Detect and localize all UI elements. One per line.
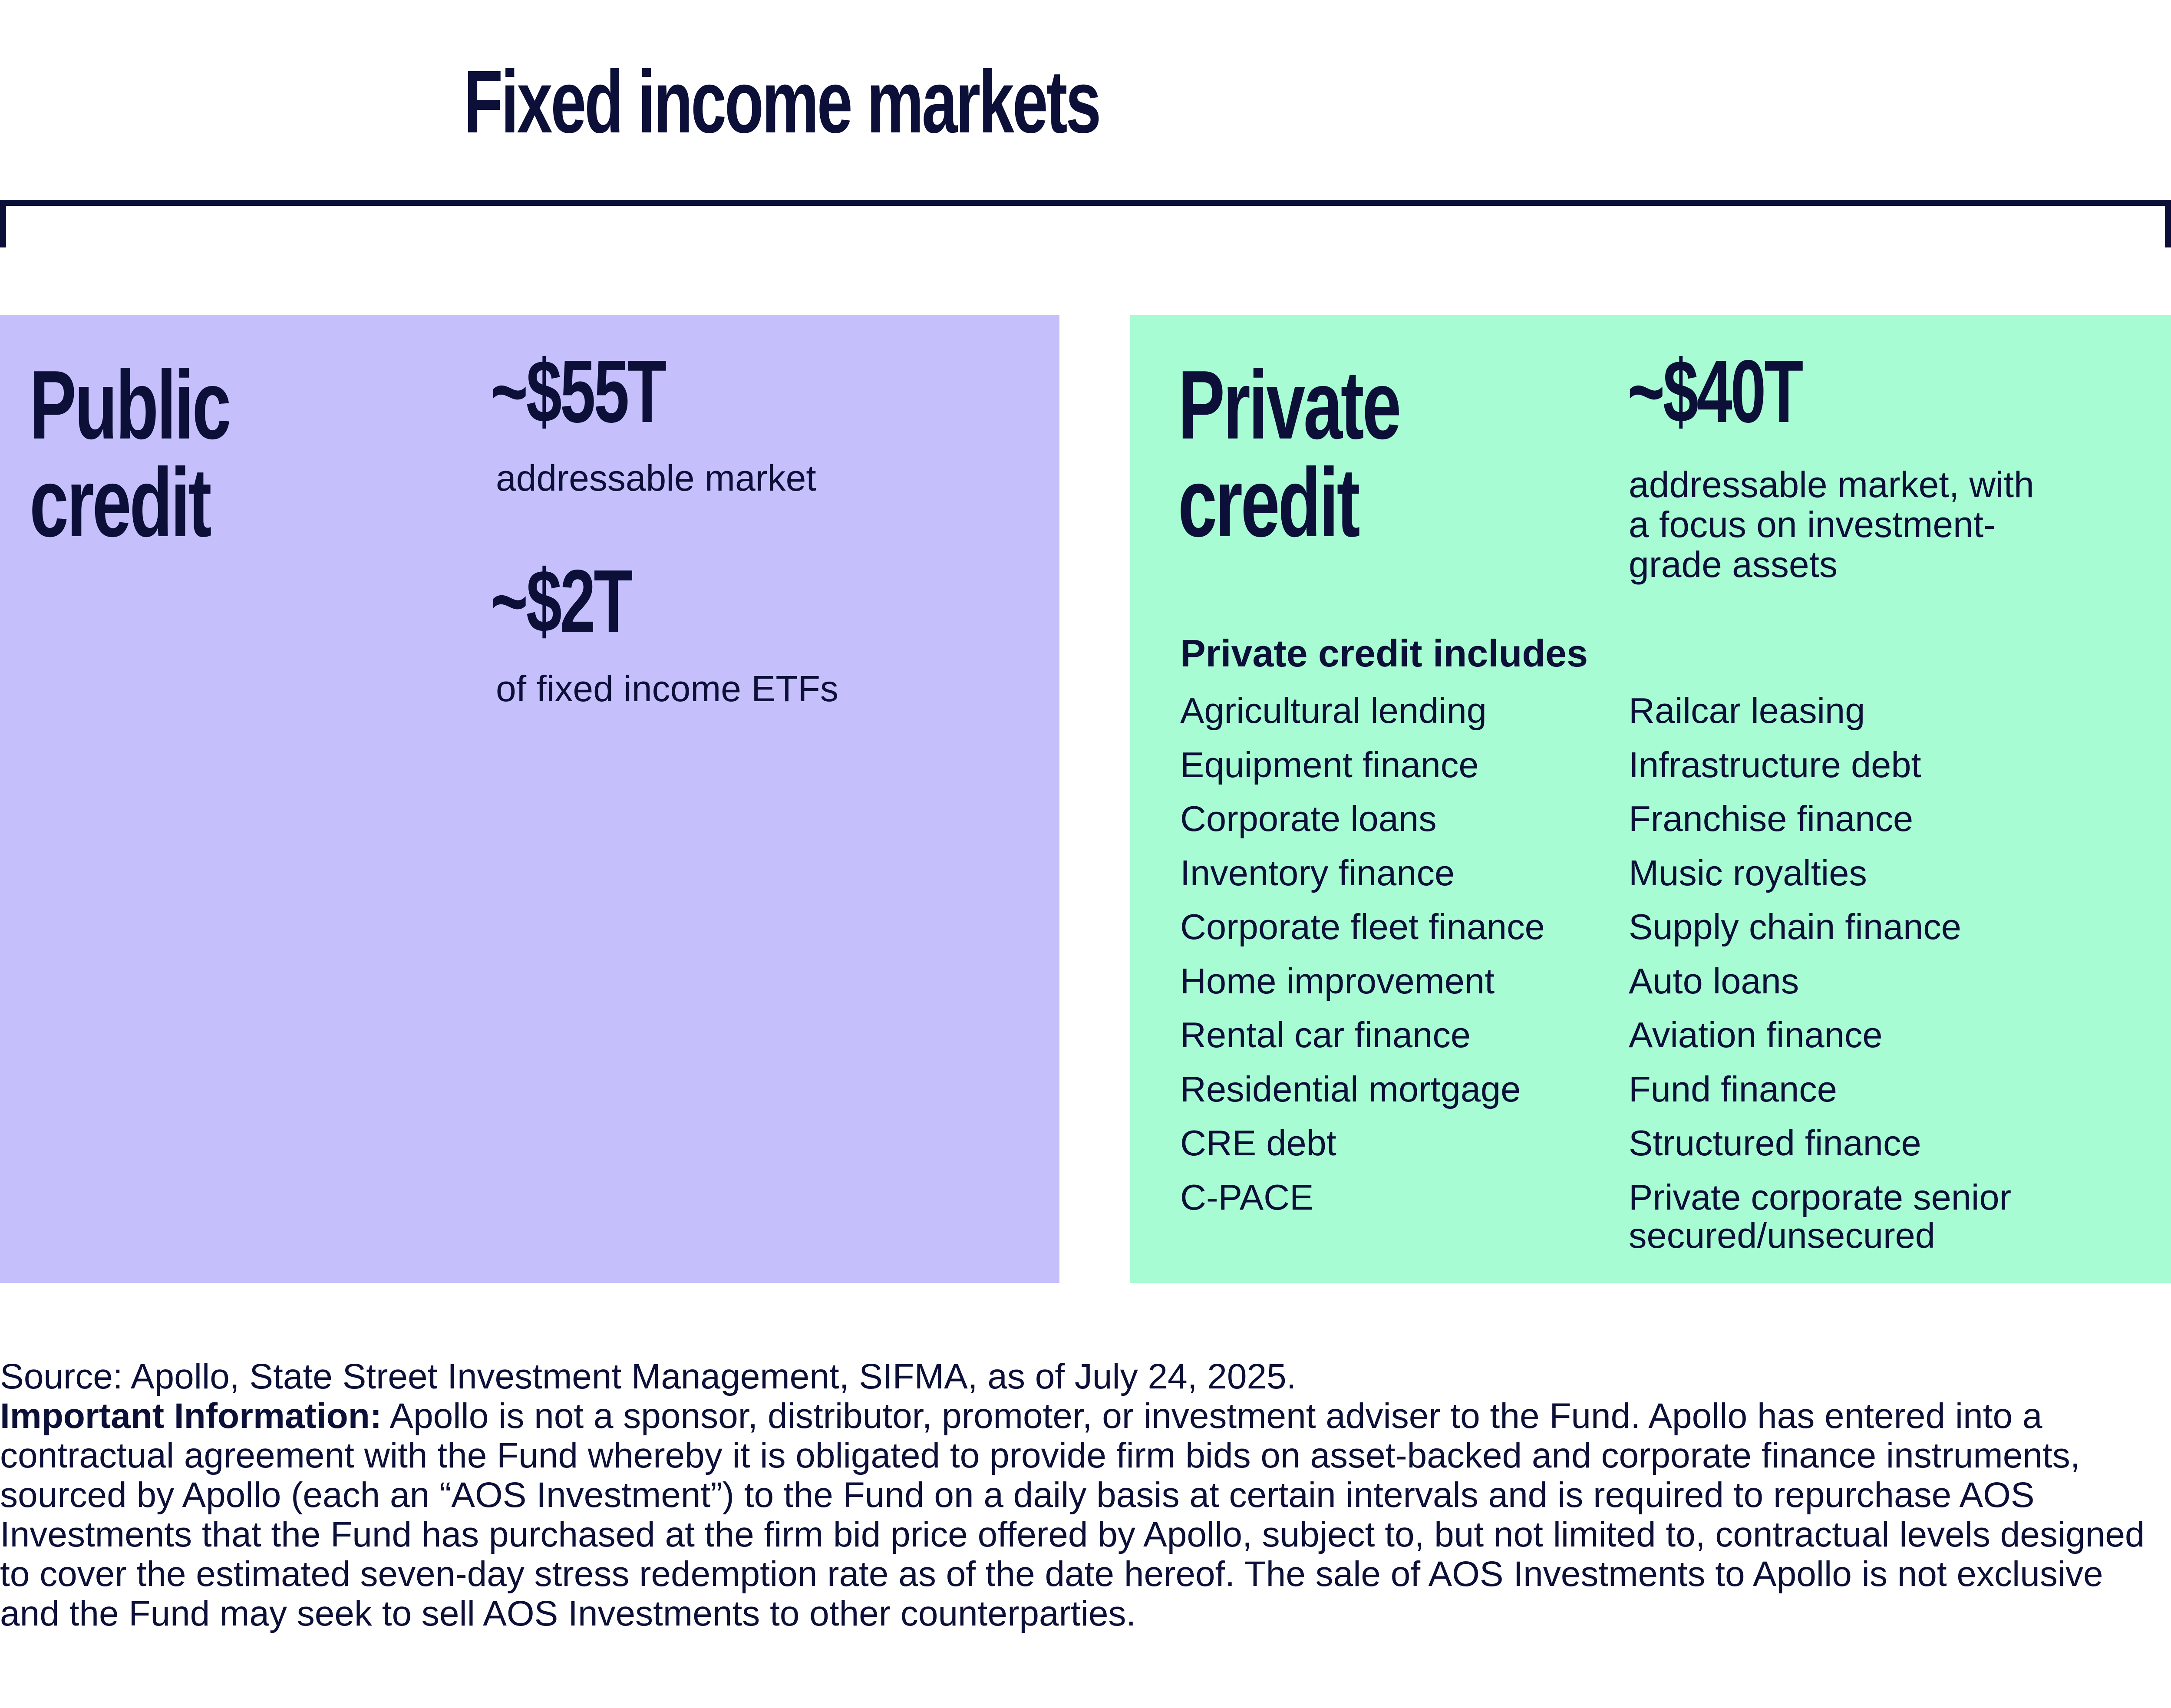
- private-addressable-market-label: addressable market, with a focus on inve…: [1629, 465, 2034, 584]
- private-credit-list-right: Railcar leasing Infrastructure debt Fran…: [1629, 684, 2128, 1255]
- list-item: Equipment finance: [1180, 744, 1479, 785]
- private-stat-label-line: a focus on investment-: [1629, 504, 1996, 545]
- public-addressable-market-label: addressable market: [496, 458, 816, 498]
- public-etf-value: ~$2T: [491, 551, 633, 651]
- public-title-line2: credit: [30, 448, 212, 557]
- private-credit-includes-heading: Private credit includes: [1180, 632, 1588, 675]
- private-credit-panel: Private credit ~$40T addressable market,…: [1130, 315, 2171, 1283]
- list-item: Music royalties: [1629, 852, 1867, 893]
- list-item: Residential mortgage: [1180, 1068, 1521, 1109]
- private-addressable-market-value: ~$40T: [1627, 342, 1803, 441]
- list-item: Corporate loans: [1180, 798, 1437, 839]
- public-credit-title: Public credit: [30, 350, 231, 557]
- list-item: C-PACE: [1180, 1177, 1314, 1217]
- list-item: Structured finance: [1629, 1123, 1921, 1163]
- important-information: Important Information: Apollo is not a s…: [0, 1396, 2162, 1633]
- private-credit-title: Private credit: [1178, 350, 1401, 557]
- list-item: Private corporate senior secured/unsecur…: [1629, 1177, 2012, 1256]
- private-title-line1: Private: [1178, 350, 1401, 459]
- private-stat-label-line: grade assets: [1629, 544, 1838, 585]
- list-item: Supply chain finance: [1629, 907, 1961, 947]
- list-item: Franchise finance: [1629, 798, 1914, 839]
- bracket-divider: [0, 200, 2171, 247]
- list-item: Corporate fleet finance: [1180, 907, 1545, 947]
- public-addressable-market-value: ~$55T: [491, 342, 666, 441]
- list-item: Railcar leasing: [1629, 690, 1865, 731]
- list-item: Inventory finance: [1180, 852, 1455, 893]
- public-title-line1: Public: [30, 350, 231, 459]
- private-stat-label-line: addressable market, with: [1629, 464, 2034, 505]
- list-item: Agricultural lending: [1180, 690, 1487, 731]
- public-credit-panel: Public credit ~$55T addressable market ~…: [0, 315, 1059, 1283]
- list-item: Auto loans: [1629, 960, 1799, 1001]
- public-etf-label: of fixed income ETFs: [496, 668, 838, 709]
- private-title-line2: credit: [1178, 448, 1360, 557]
- list-item: CRE debt: [1180, 1123, 1336, 1163]
- list-item: Rental car finance: [1180, 1015, 1471, 1055]
- list-item: Infrastructure debt: [1629, 744, 1921, 785]
- important-label: Important Information:: [0, 1396, 382, 1436]
- important-text: Apollo is not a sponsor, distributor, pr…: [0, 1396, 2145, 1633]
- page-title: Fixed income markets: [463, 52, 1101, 152]
- private-credit-list-left: Agricultural lending Equipment finance C…: [1180, 684, 1545, 1224]
- footer-disclosure: Source: Apollo, State Street Investment …: [0, 1357, 2162, 1633]
- list-item: Aviation finance: [1629, 1015, 1883, 1055]
- list-item: Fund finance: [1629, 1068, 1837, 1109]
- source-note: Source: Apollo, State Street Investment …: [0, 1357, 1297, 1396]
- list-item: Home improvement: [1180, 960, 1495, 1001]
